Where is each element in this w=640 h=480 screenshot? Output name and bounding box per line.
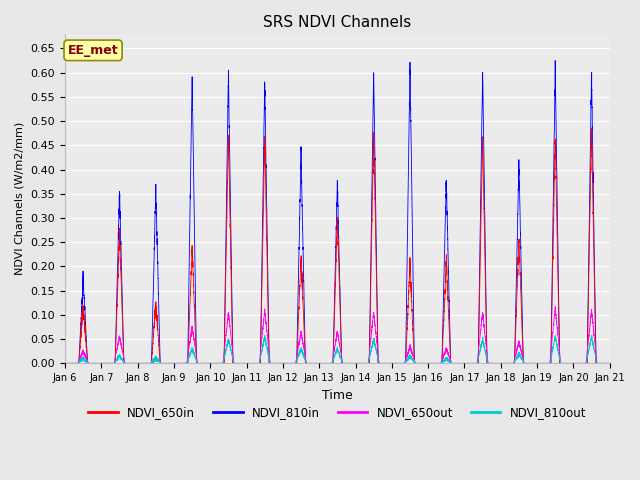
Y-axis label: NDVI Channels (W/m2/mm): NDVI Channels (W/m2/mm) <box>15 122 25 276</box>
Text: EE_met: EE_met <box>68 44 118 57</box>
X-axis label: Time: Time <box>322 389 353 402</box>
Legend: NDVI_650in, NDVI_810in, NDVI_650out, NDVI_810out: NDVI_650in, NDVI_810in, NDVI_650out, NDV… <box>84 401 591 423</box>
Title: SRS NDVI Channels: SRS NDVI Channels <box>263 15 412 30</box>
